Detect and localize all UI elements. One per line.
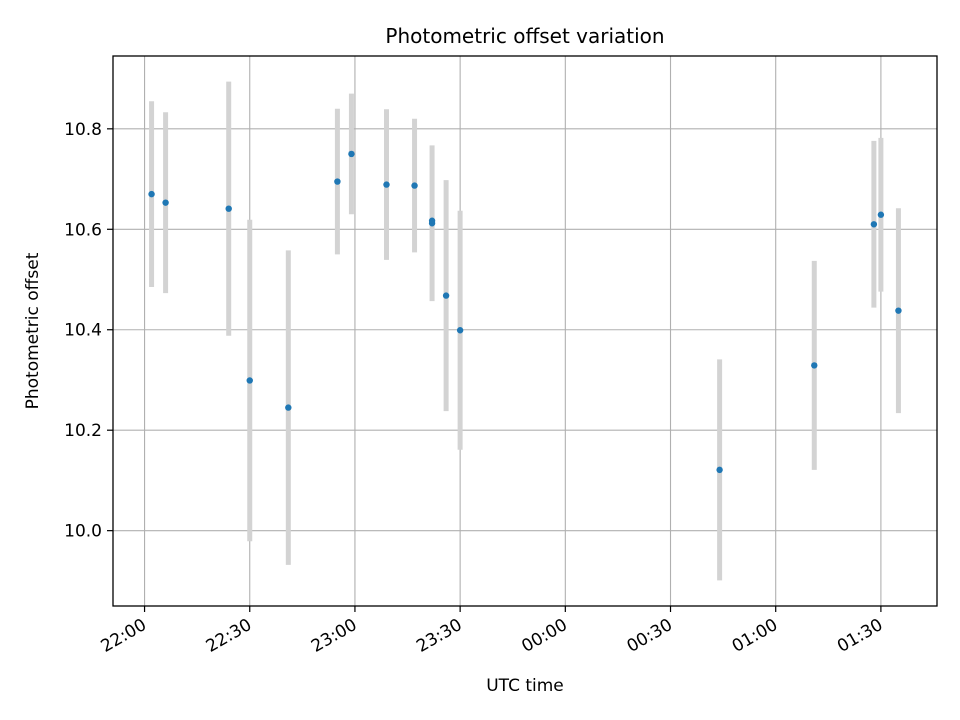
data-point [246, 377, 253, 384]
y-axis-label: Photometric offset [23, 252, 43, 409]
data-point [411, 182, 418, 189]
data-point [877, 211, 885, 218]
data-point [456, 327, 464, 334]
y-tick-label: 10.4 [64, 321, 102, 341]
plot-frame [112, 55, 938, 607]
data-point [428, 217, 436, 224]
y-tick-label: 10.2 [64, 421, 102, 441]
data-point [334, 178, 341, 185]
data-point [716, 466, 723, 474]
data-point [442, 292, 450, 299]
data-point [870, 221, 878, 228]
x-axis-label: UTC time [486, 676, 564, 696]
data-point [895, 307, 902, 314]
y-tick-label: 10.6 [64, 220, 102, 240]
y-axis-ticks: 10.0 10.2 10.4 10.6 10.8 [64, 120, 113, 542]
data-points [148, 150, 902, 474]
chart-title: Photometric offset variation [385, 24, 664, 48]
y-tick-label: 10.0 [64, 522, 102, 542]
y-tick-label: 10.8 [64, 120, 102, 140]
data-point [348, 150, 355, 158]
data-point [811, 362, 818, 369]
data-point [162, 199, 169, 206]
data-point [225, 205, 232, 212]
data-point [148, 190, 155, 198]
data-point [285, 404, 292, 411]
data-point [383, 181, 390, 188]
